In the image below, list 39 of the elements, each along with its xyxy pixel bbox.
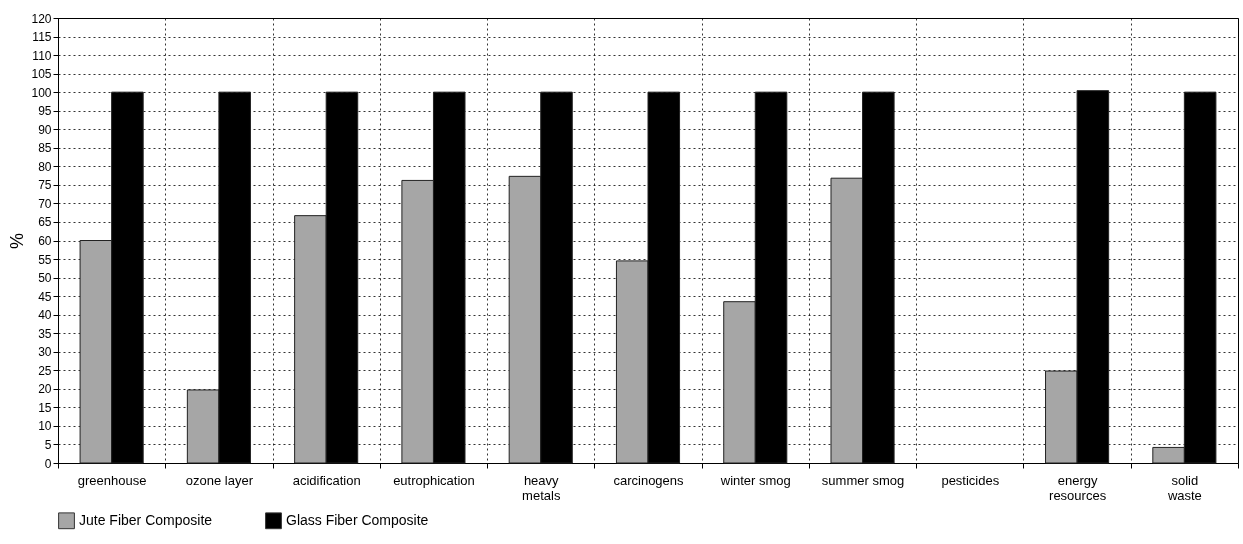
y-tick-label: 110 (32, 48, 52, 63)
x-tick-label: summer smog (821, 472, 905, 488)
x-tick-label: pesticides (941, 472, 1000, 488)
x-tick-label: heavy metals (522, 472, 561, 503)
y-tick-label: 35 (38, 326, 52, 341)
x-tick-label: acidification (292, 472, 361, 488)
y-tick-label: 15 (38, 400, 52, 415)
y-tick-label: 50 (38, 271, 52, 286)
y-tick-label: 75 (38, 178, 52, 193)
y-tick-label: 65 (38, 215, 52, 230)
y-tick-label: 80 (38, 159, 52, 174)
y-tick-label: 10 (38, 419, 52, 434)
y-tick-label: 45 (38, 289, 52, 304)
x-tick-label: eutrophication (393, 472, 475, 488)
y-tick-label: 5 (44, 437, 52, 452)
y-tick-label: 30 (38, 345, 52, 360)
x-tick-label: carcinogens (613, 472, 685, 488)
y-tick-label: 85 (38, 141, 52, 156)
x-tick-label: energy resources (1049, 472, 1107, 503)
y-tick-label: 25 (38, 363, 52, 378)
y-tick-label: 120 (31, 11, 52, 26)
y-tick-label: 115 (32, 30, 52, 45)
x-tick-label: winter smog (719, 472, 791, 488)
y-tick-label: 70 (38, 196, 52, 211)
y-tick-label: 0 (44, 456, 52, 471)
x-tick-label: solid waste (1166, 472, 1202, 503)
y-tick-label: 40 (38, 308, 52, 323)
x-tick-label: greenhouse (77, 472, 147, 488)
y-axis-title: % (7, 232, 28, 250)
legend-label: Glass Fiber Composite (286, 511, 429, 528)
y-tick-label: 55 (38, 252, 52, 267)
legend-label: Jute Fiber Composite (79, 511, 213, 528)
y-tick-label: 90 (38, 122, 52, 137)
y-tick-label: 100 (31, 85, 52, 100)
x-tick-label: ozone layer (185, 472, 254, 488)
y-tick-label: 60 (38, 234, 52, 248)
y-tick-label: 20 (38, 382, 52, 397)
y-tick-label: 95 (38, 104, 52, 119)
y-tick-label: 105 (31, 67, 52, 82)
